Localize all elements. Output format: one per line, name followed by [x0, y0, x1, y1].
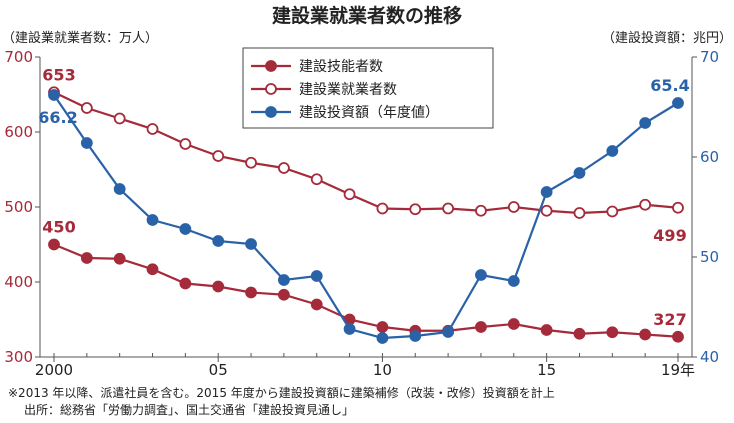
axis-ticks: 300 400 500 600 700 40 50 60 70 2000 05 10 15 19年	[4, 48, 719, 379]
legend-entry-0: 建設技能者数	[299, 59, 383, 75]
series-2-point-5	[212, 235, 225, 247]
series-0-point-18	[639, 328, 652, 341]
data-label-3: 65.4	[650, 76, 689, 95]
legend-entry-2: 建設投資額（年度値）	[299, 105, 439, 121]
series-2-point-3	[146, 214, 159, 226]
left-axis-unit: （建設業就業者数：万人）	[2, 30, 158, 46]
series-2-point-15	[540, 186, 553, 198]
series-0-point-13	[475, 321, 487, 333]
left-tick-label-1: 400	[4, 273, 33, 291]
chart-title: 建設業就業者数の推移	[272, 4, 462, 27]
series-2-point-14	[507, 275, 520, 287]
data-label-4: 499	[653, 226, 686, 245]
data-label-1: 450	[42, 218, 75, 237]
series-1-point-3	[146, 123, 159, 135]
series-1-point-9	[343, 188, 356, 201]
data-labels: 653 450 66.2 65.4 499 327	[38, 65, 689, 329]
footnote: ※2013 年以降、派遣社員を含む。2015 年度から建設投資額に建築補修（改装…	[8, 385, 555, 400]
series-1-point-1	[80, 102, 93, 114]
series-2-point-12	[442, 326, 455, 338]
series-1-point-10	[376, 202, 389, 215]
series-1-point-16	[573, 207, 586, 219]
series-2-point-0	[48, 89, 60, 101]
legend-swatch-marker-2	[265, 106, 277, 118]
series-2-point-13	[475, 269, 487, 281]
series-2-point-2	[113, 183, 126, 195]
series-0-point-2	[113, 252, 126, 265]
series-1-point-11	[409, 203, 422, 216]
series-2-point-7	[277, 274, 290, 286]
series-2-point-1	[80, 137, 93, 149]
left-tick-label-0: 300	[4, 348, 33, 366]
data-label-0: 653	[42, 65, 75, 84]
series-1-point-18	[639, 198, 652, 211]
series-0-point-17	[606, 326, 619, 339]
series-1-point-6	[245, 156, 257, 169]
data-label-2: 66.2	[38, 108, 77, 127]
series-2-point-19	[672, 97, 684, 109]
series-line-0	[53, 243, 679, 338]
right-axis-unit: （建設投資額：兆円）	[602, 30, 732, 46]
x-tick-label-0: 2000	[35, 361, 73, 379]
series-1-point-7	[277, 162, 290, 174]
series-0-point-19	[672, 330, 684, 343]
series-layer	[48, 86, 684, 344]
series-0-point-5	[212, 280, 225, 293]
data-label-5: 327	[653, 310, 686, 329]
x-tick-label-1: 05	[209, 361, 228, 379]
series-1-point-2	[113, 112, 126, 125]
series-0-point-1	[80, 252, 93, 264]
series-1-point-4	[179, 138, 192, 150]
series-2-point-10	[376, 332, 389, 344]
series-2-point-18	[639, 117, 652, 129]
series-2-point-11	[409, 330, 422, 342]
legend-entry-1: 建設業就業者数	[299, 82, 397, 98]
series-1-point-14	[507, 201, 520, 213]
right-tick-label-1: 50	[700, 248, 719, 266]
left-tick-label-2: 500	[4, 198, 33, 216]
series-0-point-8	[310, 298, 323, 311]
series-1-point-12	[442, 202, 455, 215]
legend-swatch-marker-0	[265, 60, 277, 72]
series-0-point-10	[376, 321, 389, 333]
series-1-point-17	[606, 205, 619, 218]
right-tick-label-2: 60	[700, 148, 719, 166]
series-0-point-4	[179, 277, 192, 290]
series-2-point-4	[179, 223, 192, 235]
right-tick-label-3: 70	[700, 48, 719, 66]
series-2-point-8	[310, 270, 323, 282]
x-tick-label-3: 15	[537, 361, 556, 379]
legend-swatch-marker-1	[265, 83, 277, 95]
right-tick-label-0: 40	[700, 348, 719, 366]
x-tick-label-2: 10	[373, 361, 392, 379]
series-2-point-16	[573, 167, 586, 179]
series-2-point-9	[343, 323, 356, 335]
series-0-point-16	[573, 327, 586, 340]
series-1-point-8	[310, 173, 323, 186]
series-1-point-5	[212, 150, 225, 162]
series-0-point-3	[146, 263, 159, 276]
series-1-point-19	[672, 201, 684, 214]
source-note: 出所：総務省「労働力調査」、国土交通省「建設投資見通し」	[24, 402, 354, 417]
series-2-point-17	[606, 145, 619, 157]
left-tick-label-3: 600	[4, 123, 33, 141]
x-tick-label-4: 19年	[661, 361, 695, 379]
series-1-point-15	[540, 204, 553, 217]
series-0-point-0	[48, 238, 60, 251]
series-2-point-6	[245, 238, 257, 250]
series-1-point-13	[475, 204, 487, 217]
left-tick-label-4: 700	[4, 48, 33, 66]
series-0-point-6	[245, 286, 257, 299]
series-0-point-14	[507, 318, 520, 330]
series-0-point-15	[540, 324, 553, 336]
series-0-point-7	[277, 288, 290, 301]
